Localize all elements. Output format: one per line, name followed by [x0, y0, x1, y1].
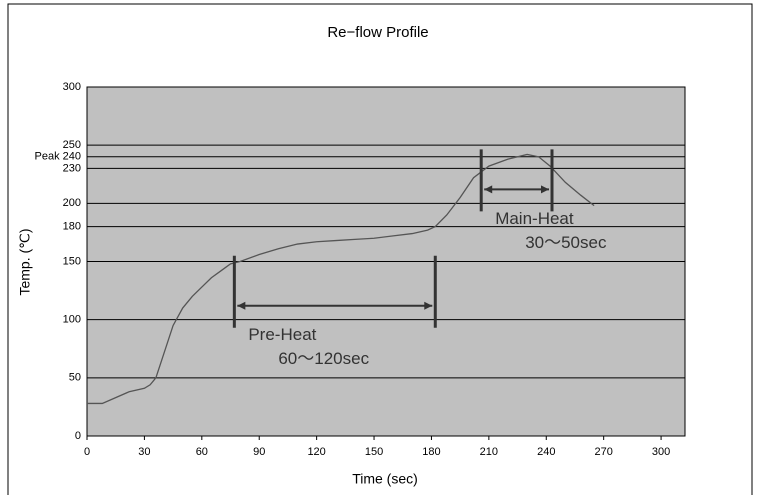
arrow-head: [484, 185, 550, 194]
y-axis-label: Temp. (℃): [17, 228, 33, 295]
y-tick-label: 200: [63, 197, 81, 209]
chart-title: Re−flow Profile: [327, 24, 428, 41]
x-tick-label: 30: [138, 446, 150, 458]
y-tick-label: 230: [63, 162, 81, 174]
x-tick-label: 180: [422, 446, 440, 458]
y-tick-label: 150: [63, 255, 81, 267]
x-tick-label: 120: [307, 446, 325, 458]
x-tick-label: 60: [196, 446, 208, 458]
x-tick-label: 90: [253, 446, 265, 458]
x-tick-label: 270: [594, 446, 612, 458]
y-tick-label: 0: [75, 430, 81, 442]
y-tick-label: 100: [63, 314, 81, 326]
x-tick-label: 300: [652, 446, 670, 458]
y-tick-label: 180: [63, 221, 81, 233]
annotation-text: 60～120sec: [278, 349, 369, 368]
annotation-text: Pre-Heat: [248, 325, 316, 344]
x-tick-label: 0: [84, 446, 90, 458]
x-axis-label: Time (sec): [352, 471, 418, 487]
y-tick-label: 300: [63, 81, 81, 93]
x-tick-label: 150: [365, 446, 383, 458]
x-tick-label: 240: [537, 446, 555, 458]
annotation-text: 30～50sec: [525, 233, 607, 252]
x-tick-label: 210: [480, 446, 498, 458]
y-tick-label: Peak 240: [35, 151, 81, 163]
y-tick-label: 250: [63, 139, 81, 151]
annotation-text: Main-Heat: [495, 209, 574, 228]
y-tick-label: 50: [69, 372, 81, 384]
data-line: [87, 153, 595, 405]
